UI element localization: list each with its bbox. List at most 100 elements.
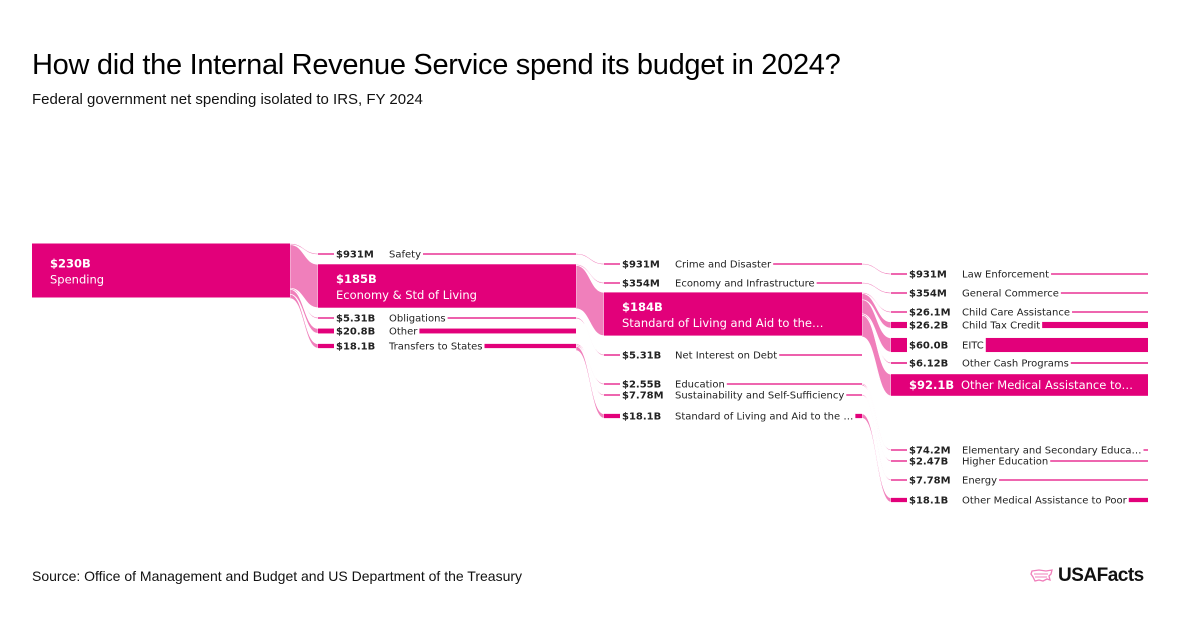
node-bar (999, 479, 1148, 481)
sankey-node-econ[interactable]: $185B Economy & Std of Living (318, 264, 576, 308)
sankey-link-sust-energy (861, 394, 892, 481)
node-value: $26.1M (909, 308, 951, 319)
node-bar (318, 264, 576, 308)
sankey-node-gencom[interactable]: $354M General Commerce (891, 289, 1148, 300)
node-stub (891, 449, 907, 451)
sankey-node-oblig[interactable]: $5.31B Obligations (318, 314, 576, 325)
sankey-node-childcare[interactable]: $26.1M Child Care Assistance (891, 308, 1148, 319)
node-stub (891, 321, 907, 329)
sankey-node-spending[interactable]: $230B Spending (32, 243, 290, 298)
node-bar (423, 253, 576, 255)
node-stub (891, 497, 907, 503)
sankey-link-econinfra-gencom (861, 282, 892, 294)
node-bar (726, 383, 862, 385)
node-label: Law Enforcement (962, 270, 1049, 281)
sankey-node-stdliv[interactable]: $184B Standard of Living and Aid to the… (604, 292, 862, 336)
sankey-node-law[interactable]: $931M Law Enforcement (891, 270, 1148, 281)
node-stub (604, 354, 620, 356)
node-bar (1143, 449, 1148, 451)
sankey-node-other[interactable]: $20.8B Other (318, 327, 576, 338)
node-label: Standard of Living and Aid to the… (622, 316, 823, 330)
node-bar (773, 263, 862, 265)
node-stub (604, 282, 620, 284)
sankey-node-edu[interactable]: $2.55B Education (604, 380, 862, 391)
node-bar (32, 243, 290, 298)
node-value: $18.1B (336, 342, 375, 353)
node-stub (891, 460, 907, 462)
sankey-link-stdliv2-othermed2 (861, 413, 892, 503)
node-label: Education (675, 380, 725, 391)
node-value: $7.78M (622, 391, 664, 402)
node-bar (1042, 321, 1148, 329)
node-stub (318, 253, 334, 255)
node-stub (891, 362, 907, 364)
node-value: $60.0B (909, 341, 948, 352)
node-value: $18.1B (622, 412, 661, 423)
sankey-node-crime[interactable]: $931M Crime and Disaster (604, 260, 862, 271)
node-value: $354M (909, 289, 947, 300)
sankey-link-stdliv-ctc (861, 293, 892, 329)
node-bar (1128, 497, 1148, 503)
node-label: Economy & Std of Living (336, 288, 477, 302)
sankey-node-othermed2[interactable]: $18.1B Other Medical Assistance to Poor (891, 496, 1148, 507)
node-stub (604, 263, 620, 265)
usafacts-logo[interactable]: USAFacts (1030, 565, 1144, 587)
sankey-node-econinfra[interactable]: $354M Economy and Infrastructure (604, 279, 862, 290)
sankey-link-stdliv-othermed (861, 314, 892, 397)
sankey-node-netint[interactable]: $5.31B Net Interest on Debt (604, 351, 862, 362)
sankey-node-sust[interactable]: $7.78M Sustainability and Self-Sufficienc… (604, 391, 862, 402)
node-value: $74.2M (909, 446, 951, 457)
page-title: How did the Internal Revenue Service spe… (32, 49, 841, 81)
sankey-link-spending-safety (289, 243, 319, 255)
node-label: Other Medical Assistance to Poor (962, 496, 1128, 507)
node-bar (1050, 460, 1148, 462)
sankey-link-spending-transfers (289, 293, 319, 349)
node-label: Child Care Assistance (962, 308, 1070, 319)
node-label: Other Cash Programs (962, 359, 1069, 370)
node-label: Standard of Living and Aid to the … (675, 412, 853, 423)
node-bar (447, 317, 576, 319)
sankey-link-crime-law (861, 263, 892, 275)
node-bar (1070, 362, 1148, 364)
sankey-node-stdliv2[interactable]: $18.1B Standard of Living and Aid to the … (604, 412, 862, 423)
node-stub (891, 479, 907, 481)
node-value: $18.1B (909, 496, 948, 507)
node-bar (1051, 273, 1148, 275)
node-label: Net Interest on Debt (675, 351, 777, 362)
node-label: Obligations (389, 314, 446, 325)
node-value: $185B (336, 272, 377, 286)
sankey-link-transfers-stdliv2 (575, 345, 605, 419)
node-bar (846, 394, 862, 396)
node-stub (318, 343, 334, 349)
sankey-node-higher[interactable]: $2.47B Higher Education (891, 457, 1148, 468)
sankey-node-othermed[interactable]: $92.1B Other Medical Assistance to… (891, 374, 1148, 396)
node-value: $354M (622, 279, 660, 290)
page-subtitle: Federal government net spending isolated… (32, 91, 423, 108)
node-value: $7.78M (909, 476, 951, 487)
sankey-node-ctc[interactable]: $26.2B Child Tax Credit (891, 321, 1148, 332)
node-stub (318, 317, 334, 319)
logo-text: USAFacts (1058, 565, 1144, 586)
node-bar (855, 413, 862, 419)
node-value: $6.12B (909, 359, 948, 370)
node-value: $184B (622, 300, 663, 314)
node-value: $230B (50, 257, 91, 271)
node-value: $26.2B (909, 321, 948, 332)
node-bar (419, 328, 576, 334)
sankey-node-transfers[interactable]: $18.1B Transfers to States (318, 342, 576, 353)
node-value: $5.31B (336, 314, 375, 325)
node-value: $2.55B (622, 380, 661, 391)
node-bar (604, 292, 862, 336)
sankey-node-elem[interactable]: $74.2M Elementary and Secondary Educa… (891, 446, 1148, 457)
node-value: $5.31B (622, 351, 661, 362)
node-bar (1072, 311, 1148, 313)
sankey-node-energy[interactable]: $7.78M Energy (891, 476, 1148, 487)
node-stub (604, 413, 620, 419)
sankey-node-othercash[interactable]: $6.12B Other Cash Programs (891, 359, 1148, 370)
node-bar (779, 354, 862, 356)
sankey-node-eitc[interactable]: $60.0B EITC (891, 337, 1148, 353)
node-label: Other Medical Assistance to… (961, 378, 1133, 392)
sankey-link-edu-higher (861, 384, 892, 462)
sankey-node-safety[interactable]: $931M Safety (318, 250, 576, 261)
